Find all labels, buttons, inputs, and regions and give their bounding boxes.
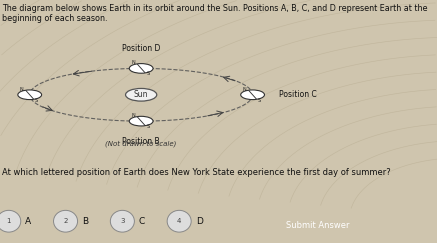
Text: N: N [131, 113, 135, 118]
Text: 3: 3 [120, 218, 125, 224]
Text: Position C: Position C [279, 90, 317, 99]
Text: 4: 4 [177, 218, 181, 224]
Ellipse shape [54, 210, 78, 232]
Text: (Not drawn to scale): (Not drawn to scale) [105, 141, 177, 147]
Text: 1: 1 [7, 218, 11, 224]
Text: N: N [20, 87, 24, 92]
Circle shape [18, 90, 42, 100]
Text: S: S [146, 71, 149, 76]
Circle shape [241, 90, 264, 100]
Text: Position D: Position D [122, 44, 160, 53]
Circle shape [129, 64, 153, 73]
Text: Submit Answer: Submit Answer [286, 221, 350, 231]
Text: B: B [82, 217, 88, 226]
Circle shape [129, 116, 153, 126]
Ellipse shape [0, 210, 21, 232]
Text: 2: 2 [63, 218, 68, 224]
Ellipse shape [111, 210, 135, 232]
Text: Position B: Position B [122, 137, 160, 146]
Text: S: S [35, 98, 38, 103]
Text: S: S [257, 98, 261, 103]
Text: D: D [196, 217, 203, 226]
Text: Sun: Sun [134, 90, 149, 99]
Text: N: N [131, 61, 135, 65]
Ellipse shape [167, 210, 191, 232]
Text: At which lettered position of Earth does New York State experience the first day: At which lettered position of Earth does… [2, 168, 391, 177]
Text: A: A [25, 217, 31, 226]
Text: S: S [146, 124, 149, 129]
Circle shape [125, 88, 157, 101]
Text: N: N [243, 87, 246, 92]
Text: The diagram below shows Earth in its orbit around the Sun. Positions A, B, C, an: The diagram below shows Earth in its orb… [2, 4, 428, 23]
Text: C: C [139, 217, 145, 226]
